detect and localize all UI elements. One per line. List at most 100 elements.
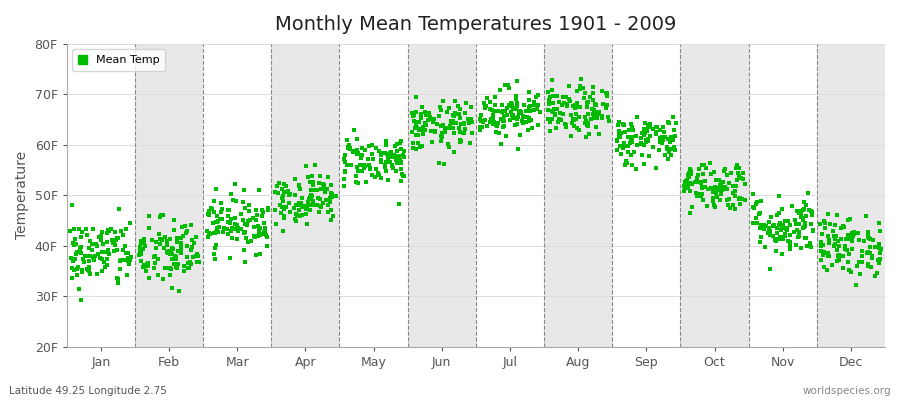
Point <box>288 176 302 182</box>
Point <box>498 108 512 115</box>
Point <box>439 109 454 116</box>
Point <box>172 288 186 294</box>
Point <box>147 254 161 260</box>
Point <box>842 234 857 240</box>
Point <box>513 132 527 138</box>
Point <box>729 182 743 189</box>
Point <box>515 118 529 124</box>
Point <box>237 230 251 236</box>
Point <box>789 220 804 227</box>
Point <box>222 220 237 226</box>
Point <box>377 162 392 168</box>
Point <box>154 212 168 218</box>
Point <box>783 246 797 252</box>
Point <box>94 233 109 240</box>
Point <box>554 117 568 124</box>
Point <box>290 212 304 218</box>
Point <box>488 94 502 100</box>
Point <box>861 249 876 256</box>
Point <box>190 259 204 266</box>
Point <box>338 168 352 174</box>
Point <box>707 184 722 190</box>
Point <box>806 227 821 234</box>
Point <box>252 229 266 235</box>
Point <box>374 157 388 163</box>
Point <box>461 116 475 122</box>
Point <box>543 128 557 134</box>
Point <box>442 124 456 131</box>
Point <box>464 104 478 110</box>
Point <box>222 255 237 261</box>
Point <box>692 166 706 172</box>
Point <box>792 221 806 227</box>
Point <box>706 189 720 196</box>
Point <box>722 180 736 186</box>
Point <box>788 216 802 223</box>
Point <box>228 221 242 227</box>
Point <box>728 206 742 212</box>
Point <box>660 144 674 150</box>
Point <box>150 272 165 279</box>
Point <box>822 232 836 239</box>
Point <box>321 173 336 180</box>
Point <box>102 228 116 234</box>
Point <box>500 111 514 118</box>
Point <box>446 130 461 136</box>
Point <box>72 226 86 233</box>
Point <box>521 115 535 122</box>
Point <box>442 144 456 150</box>
Point <box>75 229 89 236</box>
Point <box>827 243 842 249</box>
Point <box>613 143 627 150</box>
Point <box>248 234 262 240</box>
Point <box>310 195 325 202</box>
Text: Latitude 49.25 Longitude 2.75: Latitude 49.25 Longitude 2.75 <box>9 386 166 396</box>
Point <box>656 136 670 143</box>
Point <box>572 114 587 120</box>
Point <box>464 116 478 122</box>
Point <box>314 186 328 192</box>
Point <box>107 248 122 254</box>
Point <box>396 152 410 158</box>
Point <box>63 227 77 234</box>
Point <box>839 235 853 242</box>
Point <box>483 98 498 105</box>
Point <box>338 152 353 158</box>
Point <box>374 175 389 182</box>
Point <box>555 102 570 108</box>
Point <box>357 163 372 169</box>
Point <box>642 122 656 128</box>
Point <box>483 106 498 112</box>
Point <box>550 92 564 99</box>
Point <box>324 190 338 197</box>
Point <box>590 114 605 120</box>
Point <box>292 182 306 189</box>
Point <box>65 264 79 271</box>
Point <box>766 233 780 240</box>
Point <box>457 126 472 132</box>
Point <box>300 204 314 211</box>
Point <box>589 102 603 108</box>
Point <box>653 135 668 142</box>
Point <box>707 185 722 191</box>
Point <box>580 123 595 130</box>
Point <box>86 226 100 232</box>
Point <box>257 228 272 234</box>
Point <box>487 108 501 114</box>
Point <box>698 184 712 190</box>
Point <box>509 116 524 122</box>
Point <box>775 206 789 212</box>
Point <box>821 250 835 256</box>
Point <box>668 147 682 154</box>
Point <box>830 212 844 218</box>
Point <box>716 186 730 192</box>
Point <box>119 226 133 232</box>
Point <box>216 229 230 236</box>
Point <box>700 203 715 210</box>
Point <box>592 131 607 138</box>
Point <box>814 257 828 264</box>
Point <box>228 181 242 187</box>
Point <box>175 245 189 251</box>
Point <box>447 110 462 116</box>
Point <box>346 148 361 154</box>
